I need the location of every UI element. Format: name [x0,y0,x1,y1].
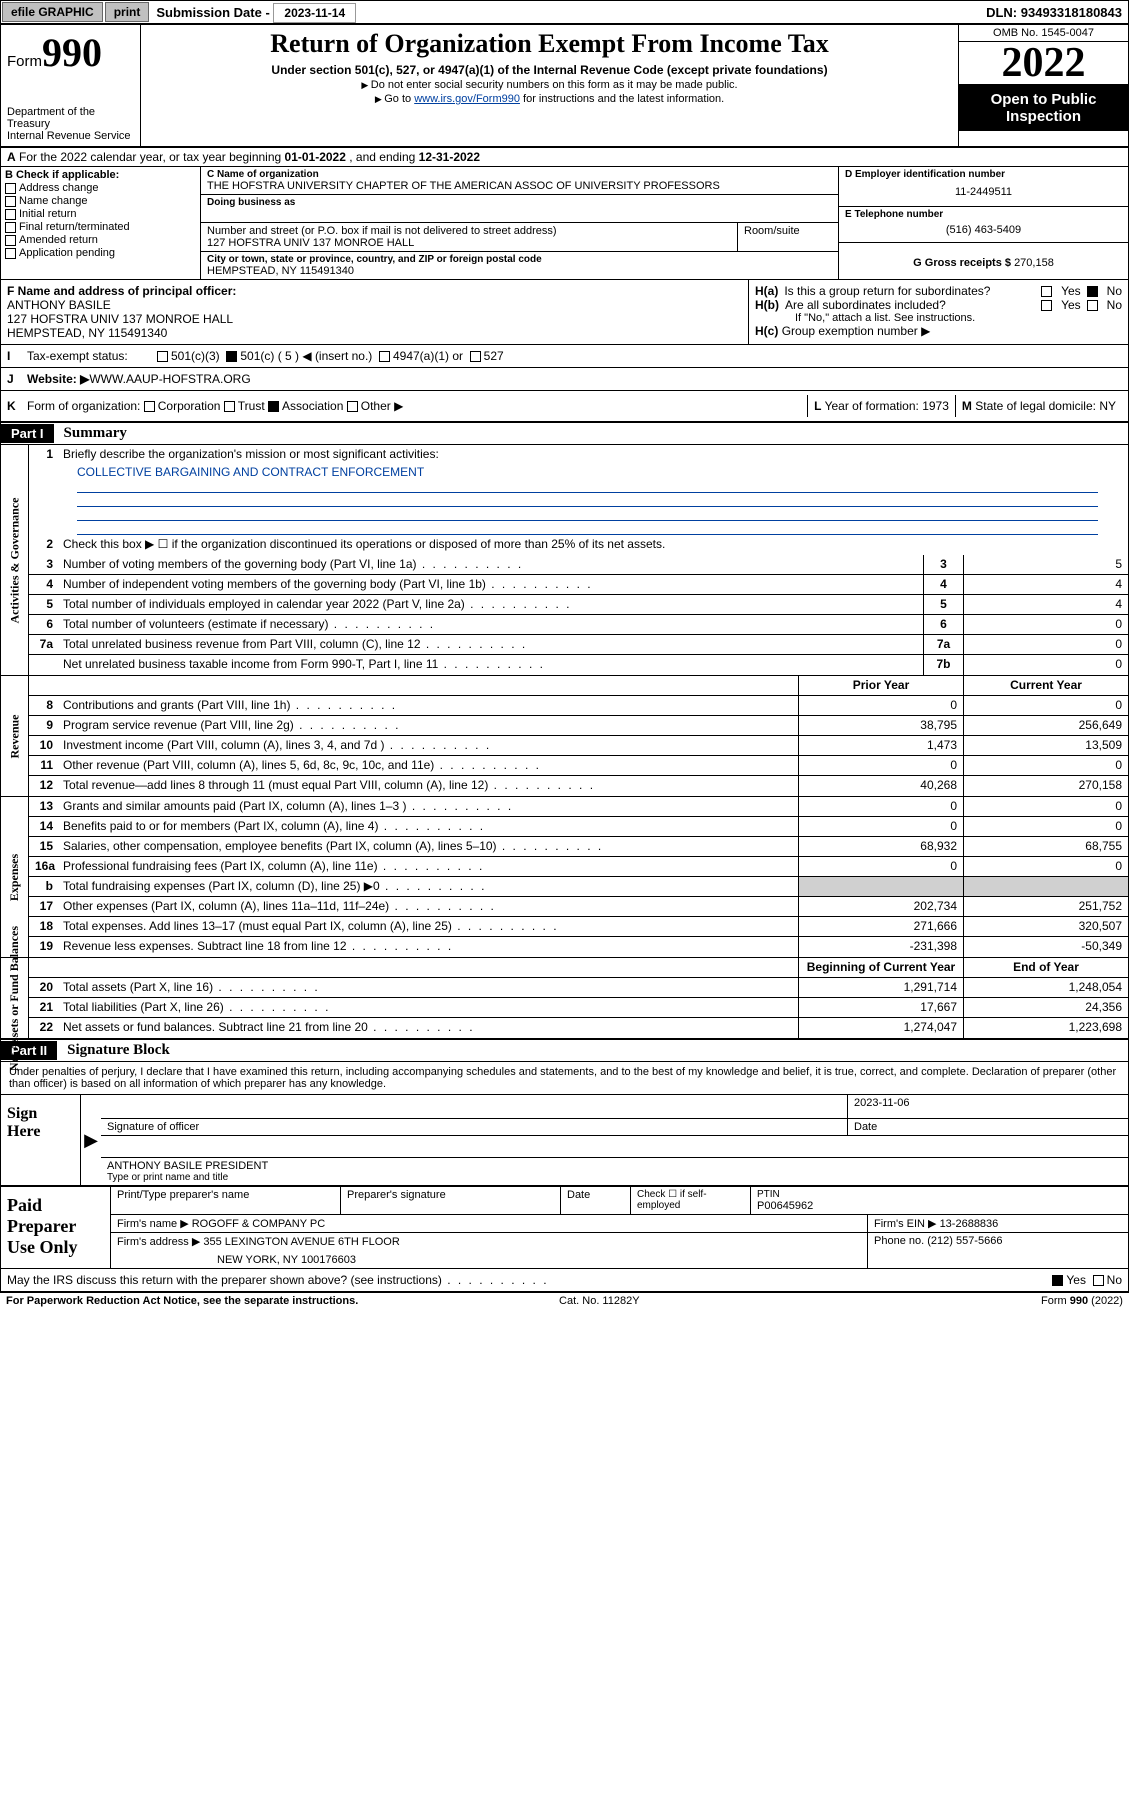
part-ii-header: Part II Signature Block [0,1039,1129,1062]
expenses-section: Expenses 13Grants and similar amounts pa… [0,797,1129,958]
signer-name: ANTHONY BASILE PRESIDENT [107,1160,1122,1172]
officer-name: ANTHONY BASILE [7,298,111,312]
efile-btn[interactable]: efile GRAPHIC [2,2,103,22]
table-row: 3Number of voting members of the governi… [29,555,1128,575]
check-initial-return[interactable]: Initial return [5,208,196,220]
top-bar: efile GRAPHIC print Submission Date - 20… [0,0,1129,24]
header-left: Form990 Department of the Treasury Inter… [1,25,141,146]
line-i: I Tax-exempt status: 501(c)(3) 501(c) ( … [0,345,1129,368]
col-c: C Name of organization THE HOFSTRA UNIVE… [201,167,838,279]
officer-addr2: HEMPSTEAD, NY 115491340 [7,326,167,340]
irs-link[interactable]: www.irs.gov/Form990 [414,93,520,105]
col-d: D Employer identification number11-24495… [838,167,1128,279]
header-right: OMB No. 1545-0047 2022 Open to Public In… [958,25,1128,146]
table-row: 16aProfessional fundraising fees (Part I… [29,857,1128,877]
telephone: (516) 463-5409 [845,220,1122,240]
f-h-row: F Name and address of principal officer:… [0,280,1129,345]
table-row: 13Grants and similar amounts paid (Part … [29,797,1128,817]
check-final-return[interactable]: Final return/terminated [5,221,196,233]
table-row: 5Total number of individuals employed in… [29,595,1128,615]
footer: For Paperwork Reduction Act Notice, see … [0,1292,1129,1309]
check-app-pending[interactable]: Application pending [5,247,196,259]
gross-receipts: 270,158 [1014,257,1054,269]
line-a: A For the 2022 calendar year, or tax yea… [0,147,1129,167]
net-assets-section: Net Assets or Fund Balances Beginning of… [0,958,1129,1039]
ha-no-checked [1087,286,1098,297]
perjury-declaration: Under penalties of perjury, I declare th… [0,1062,1129,1094]
501c-checked [226,351,237,362]
firm-phone: (212) 557-5666 [927,1235,1002,1247]
paid-preparer: Paid Preparer Use Only Print/Type prepar… [0,1186,1129,1269]
dln: DLN: 93493318180843 [980,3,1128,22]
firm-ein: 13-2688836 [940,1218,999,1230]
table-row: 4Number of independent voting members of… [29,575,1128,595]
note-ssn: ▶ Do not enter social security numbers o… [145,79,954,91]
firm-addr: 355 LEXINGTON AVENUE 6TH FLOOR [203,1236,399,1248]
org-city: HEMPSTEAD, NY 115491340 [207,265,832,277]
part-i-header: Part I Summary [0,422,1129,445]
tax-year: 2022 [959,42,1128,85]
officer-addr1: 127 HOFSTRA UNIV 137 MONROE HALL [7,312,233,326]
table-row: bTotal fundraising expenses (Part IX, co… [29,877,1128,897]
table-row: 14Benefits paid to or for members (Part … [29,817,1128,837]
entity-block: B Check if applicable: Address change Na… [0,167,1129,280]
activities-governance: Activities & Governance 1Briefly describ… [0,445,1129,676]
check-address-change[interactable]: Address change [5,182,196,194]
table-row: 12Total revenue—add lines 8 through 11 (… [29,776,1128,796]
table-row: 11Other revenue (Part VIII, column (A), … [29,756,1128,776]
firm-name: ROGOFF & COMPANY PC [192,1218,325,1230]
header-mid: Return of Organization Exempt From Incom… [141,25,958,146]
year-formation: 1973 [922,399,949,413]
form-title: Return of Organization Exempt From Incom… [145,29,954,59]
discuss-row: May the IRS discuss this return with the… [0,1269,1129,1292]
print-btn[interactable]: print [105,2,150,22]
discuss-yes-checked [1052,1275,1063,1286]
line-k: K Form of organization: Corporation Trus… [0,391,1129,422]
ptin: P00645962 [757,1200,1122,1212]
submission-label: Submission Date - 2023-11-14 [150,3,362,22]
form-header: Form990 Department of the Treasury Inter… [0,24,1129,147]
check-amended[interactable]: Amended return [5,234,196,246]
col-b: B Check if applicable: Address change Na… [1,167,201,279]
dept-treasury: Department of the Treasury Internal Reve… [7,106,134,142]
submission-date: 2023-11-14 [273,3,356,23]
table-row: 9Program service revenue (Part VIII, lin… [29,716,1128,736]
mission: COLLECTIVE BARGAINING AND CONTRACT ENFOR… [29,465,1128,479]
note-link: ▶ Go to www.irs.gov/Form990 for instruct… [145,93,954,105]
table-row: 15Salaries, other compensation, employee… [29,837,1128,857]
domicile: NY [1099,399,1116,413]
open-to-public: Open to Public Inspection [959,85,1128,131]
org-address: 127 HOFSTRA UNIV 137 MONROE HALL [207,237,731,249]
table-row: 18Total expenses. Add lines 13–17 (must … [29,917,1128,937]
sign-here: Sign Here ▶ 2023-11-06 Signature of offi… [0,1094,1129,1186]
table-row: 21Total liabilities (Part X, line 26)17,… [29,998,1128,1018]
table-row: 17Other expenses (Part IX, column (A), l… [29,897,1128,917]
org-name: THE HOFSTRA UNIVERSITY CHAPTER OF THE AM… [207,180,832,192]
table-row: 7aTotal unrelated business revenue from … [29,635,1128,655]
table-row: 10Investment income (Part VIII, column (… [29,736,1128,756]
revenue-section: Revenue bPrior YearCurrent Year 8Contrib… [0,676,1129,797]
arrow-icon: ▶ [81,1095,101,1185]
ein: 11-2449511 [845,180,1122,204]
table-row: 19Revenue less expenses. Subtract line 1… [29,937,1128,957]
table-row: 22Net assets or fund balances. Subtract … [29,1018,1128,1038]
sign-date: 2023-11-06 [848,1095,1128,1118]
association-checked [268,401,279,412]
table-row: 20Total assets (Part X, line 16)1,291,71… [29,978,1128,998]
website: WWW.AAUP-HOFSTRA.ORG [89,372,250,386]
table-row: 8Contributions and grants (Part VIII, li… [29,696,1128,716]
table-row: 6Total number of volunteers (estimate if… [29,615,1128,635]
table-row: Net unrelated business taxable income fr… [29,655,1128,675]
check-name-change[interactable]: Name change [5,195,196,207]
form-subtitle: Under section 501(c), 527, or 4947(a)(1)… [145,63,954,77]
line-j: J Website: ▶ WWW.AAUP-HOFSTRA.ORG [0,368,1129,391]
